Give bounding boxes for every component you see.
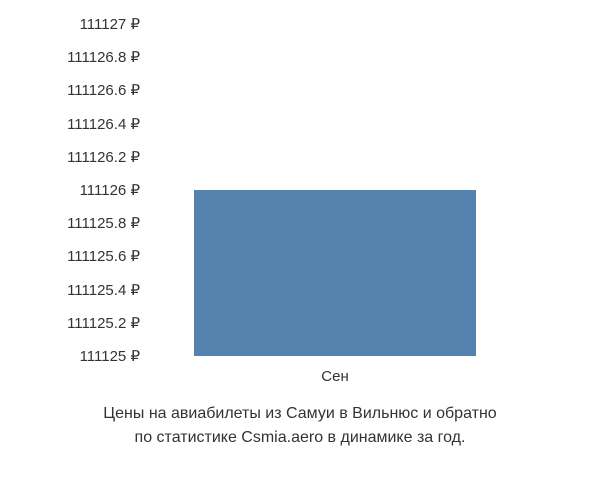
y-axis: 111127 ₽111126.8 ₽111126.6 ₽111126.4 ₽11… [0,24,140,356]
y-axis-tick: 111125.2 ₽ [67,314,140,332]
y-axis-tick: 111125 ₽ [80,347,140,365]
y-axis-tick: 111126 ₽ [80,181,140,199]
y-axis-tick: 111125.6 ₽ [67,247,140,265]
caption-line-2: по статистике Csmia.aero в динамике за г… [0,426,600,450]
y-axis-tick: 111125.8 ₽ [67,214,140,232]
y-axis-tick: 111126.4 ₽ [67,115,140,133]
y-axis-tick: 111126.2 ₽ [67,148,140,166]
x-axis-label: Сен [321,368,348,385]
y-axis-tick: 111127 ₽ [80,15,140,33]
y-axis-tick: 111126.6 ₽ [67,81,140,99]
bar [194,190,475,356]
y-axis-tick: 111126.8 ₽ [67,48,140,66]
chart-caption: Цены на авиабилеты из Самуи в Вильнюс и … [0,402,600,450]
chart-plot-area [150,24,520,356]
caption-line-1: Цены на авиабилеты из Самуи в Вильнюс и … [0,402,600,426]
y-axis-tick: 111125.4 ₽ [67,281,140,299]
